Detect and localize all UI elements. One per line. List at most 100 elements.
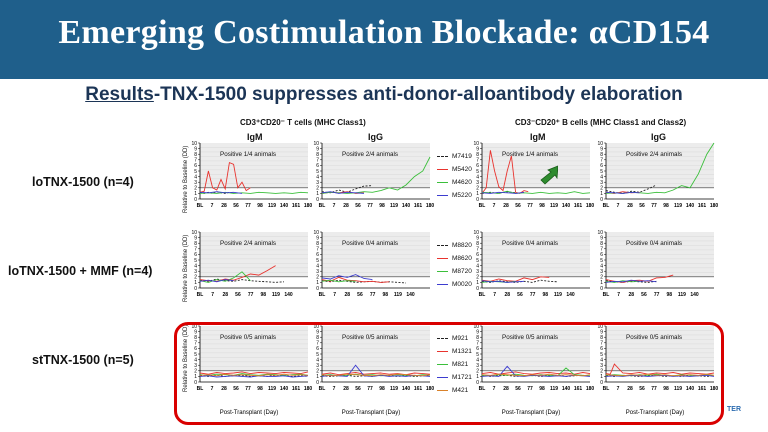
x-tick-label: 7 <box>493 203 496 209</box>
y-tick-label: 6 <box>600 346 603 352</box>
series-line <box>481 190 591 194</box>
green-arrow-icon <box>540 165 558 185</box>
x-tick-label: 77 <box>248 292 254 298</box>
y-tick-label: 9 <box>316 329 319 335</box>
y-tick-label: 4 <box>194 263 197 269</box>
y-tick-label: 10 <box>473 141 479 147</box>
x-tick-label: 98 <box>666 292 672 298</box>
x-tick-label: 56 <box>639 203 645 209</box>
x-tick-label: 56 <box>515 386 521 392</box>
series-line <box>481 373 591 377</box>
y-tick-label: 9 <box>476 235 479 241</box>
y-tick-label: 6 <box>476 163 479 169</box>
y-tick-label: 4 <box>316 263 319 269</box>
y-tick-label: 5 <box>600 258 603 264</box>
y-tick-label: 8 <box>476 335 479 341</box>
y-tick-label: 0 <box>194 286 197 292</box>
x-tick-label: BL <box>197 292 204 298</box>
x-tick-label: 140 <box>686 203 695 209</box>
y-tick-label: 5 <box>194 352 197 358</box>
x-tick-label: 98 <box>539 386 545 392</box>
y-tick-label: 3 <box>194 363 197 369</box>
x-tick-label: 98 <box>663 203 669 209</box>
y-tick-label: 5 <box>316 169 319 175</box>
x-tick-label: 140 <box>566 292 575 298</box>
column-header-igg-b: IgG <box>651 132 666 142</box>
y-tick-label: 8 <box>194 152 197 158</box>
y-tick-label: 0 <box>600 286 603 292</box>
legend-swatch <box>437 195 448 196</box>
x-tick-label: 119 <box>674 203 682 209</box>
y-tick-label: 8 <box>316 241 319 247</box>
y-tick-label: 0 <box>600 380 603 386</box>
x-tick-label: 140 <box>280 203 289 209</box>
y-tick-label: 5 <box>600 352 603 358</box>
x-axis-label-3: Post-Transplant (Day) <box>501 410 561 416</box>
x-tick-label: 119 <box>678 292 686 298</box>
legend-label: M0020 <box>452 281 472 288</box>
y-tick-label: 4 <box>316 357 319 363</box>
x-tick-label: BL <box>479 386 486 392</box>
b-cell-group-header: CD3⁻CD20⁺ B cells (MHC Class1 and Class2… <box>515 118 687 127</box>
series-line <box>481 280 525 283</box>
x-tick-label: 140 <box>686 386 695 392</box>
y-tick-label: 0 <box>316 380 319 386</box>
y-tick-label: 2 <box>600 275 603 281</box>
x-tick-label: 56 <box>515 203 521 209</box>
legend-swatch <box>437 271 448 272</box>
y-tick-label: 7 <box>194 341 197 347</box>
x-tick-label: 7 <box>333 292 336 298</box>
y-tick-label: 7 <box>476 158 479 164</box>
y-tick-label: 6 <box>194 346 197 352</box>
y-tick-label: 4 <box>600 357 603 363</box>
x-tick-label: 119 <box>268 203 276 209</box>
x-tick-label: 161 <box>574 203 583 209</box>
x-tick-label: 119 <box>390 386 398 392</box>
series-line <box>199 279 234 283</box>
chart-panel: 0 1 2 3 4 5 6 7 8 9 10 BL 7 28 56 77 98 119 140 161 180 Posit… <box>596 141 718 211</box>
y-tick-label: 3 <box>476 269 479 275</box>
x-tick-label: 140 <box>406 292 415 298</box>
series-line <box>605 374 715 377</box>
y-tick-label: 0 <box>476 286 479 292</box>
x-tick-label: 161 <box>292 386 301 392</box>
y-tick-label: 9 <box>194 146 197 152</box>
legend-row3: M921 M1321 M821 M1721 M421 <box>437 332 472 397</box>
series-line <box>605 280 657 283</box>
legend-row1: M7419 M5420 M4620 M5220 <box>437 150 472 202</box>
x-tick-label: BL <box>479 203 486 209</box>
y-tick-label: 10 <box>597 141 603 147</box>
x-tick-label: 119 <box>550 386 558 392</box>
x-tick-label: 56 <box>235 292 241 298</box>
y-tick-label: 1 <box>316 191 319 197</box>
x-tick-label: 180 <box>586 203 595 209</box>
legend-item: M8720 <box>437 265 472 278</box>
y-tick-label: 7 <box>600 341 603 347</box>
y-tick-label: 9 <box>476 329 479 335</box>
x-tick-label: 161 <box>292 203 301 209</box>
y-tick-label: 9 <box>194 329 197 335</box>
y-tick-label: 2 <box>194 275 197 281</box>
series-line <box>605 184 657 194</box>
legend-item: M5420 <box>437 163 472 176</box>
x-tick-label: 98 <box>542 292 548 298</box>
y-tick-label: 6 <box>316 252 319 258</box>
x-tick-label: 28 <box>627 203 633 209</box>
legend-label: M5420 <box>452 166 472 173</box>
x-tick-label: 28 <box>343 386 349 392</box>
panel-annotation: Positive 0/4 animals <box>502 240 558 247</box>
y-tick-label: 6 <box>316 346 319 352</box>
y-tick-label: 2 <box>476 369 479 375</box>
y-tick-label: 6 <box>476 252 479 258</box>
x-tick-label: 56 <box>357 292 363 298</box>
x-tick-label: 56 <box>639 386 645 392</box>
panel-annotation: Positive 0/5 animals <box>626 334 682 341</box>
legend-label: M1721 <box>452 374 472 381</box>
x-tick-label: 119 <box>268 386 276 392</box>
x-tick-label: 98 <box>539 203 545 209</box>
